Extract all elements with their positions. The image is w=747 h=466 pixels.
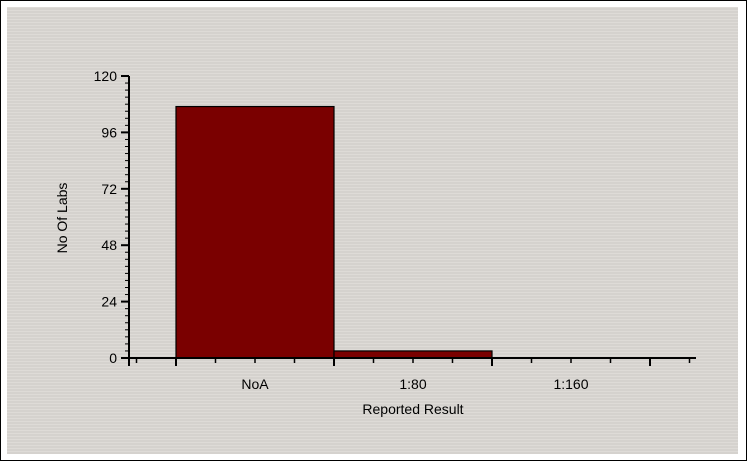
- bars-layer: [175, 105, 493, 359]
- x-tick-label: NoA: [241, 376, 269, 392]
- bar-1-80: [333, 350, 493, 359]
- y-tick-label: 72: [101, 181, 117, 197]
- tick-layer: 0 24 48 72 96 120 NoA 1:80 1:160: [94, 68, 691, 392]
- y-axis-title: No Of Labs: [54, 183, 70, 254]
- x-axis-title: Reported Result: [362, 401, 463, 417]
- axes-layer: [121, 76, 696, 366]
- y-tick-label: 0: [109, 350, 117, 366]
- x-tick-label: 1:160: [553, 376, 588, 392]
- y-tick-label: 96: [101, 124, 117, 140]
- bar-noa: [175, 105, 335, 359]
- x-tick-label: 1:80: [399, 376, 426, 392]
- y-tick-label: 48: [101, 237, 117, 253]
- y-tick-label: 24: [101, 294, 117, 310]
- y-tick-label: 120: [94, 68, 118, 84]
